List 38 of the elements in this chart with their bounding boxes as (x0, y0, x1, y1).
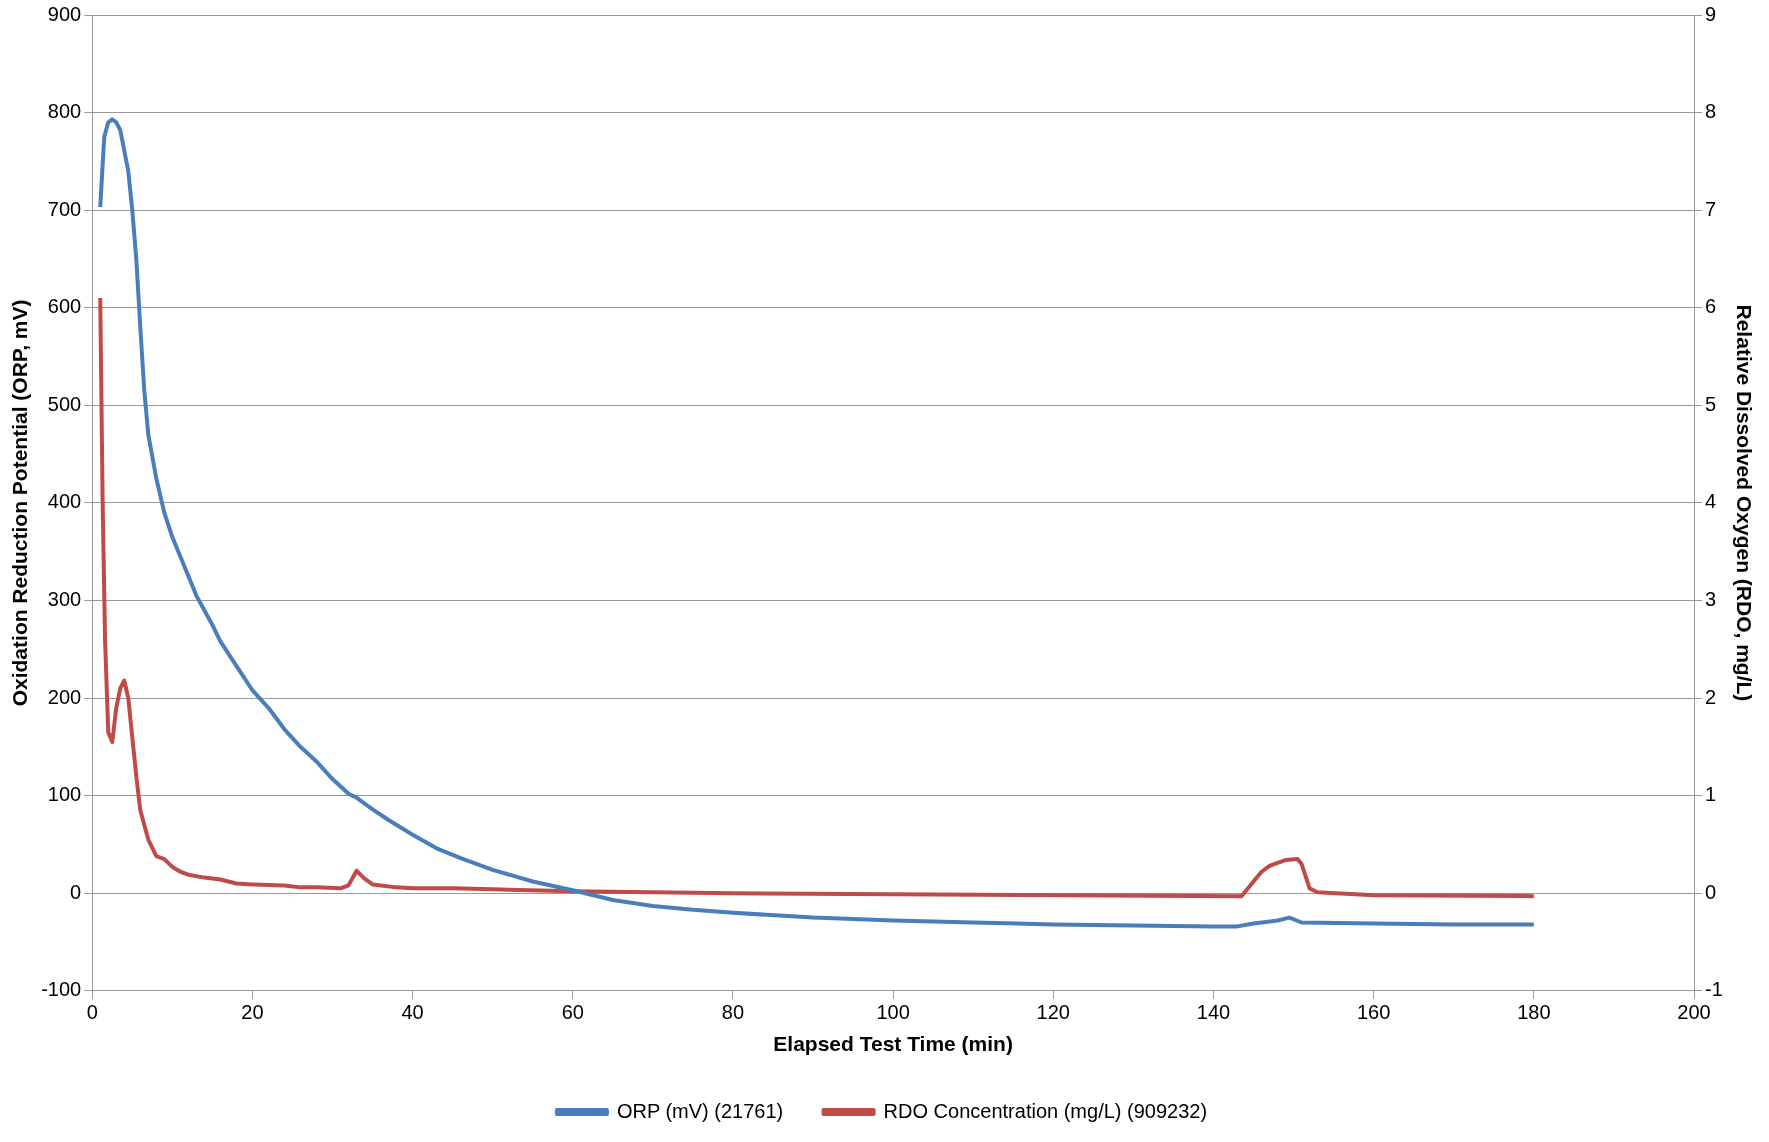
y-tick-label: 600 (47, 295, 82, 318)
y-tick-label: 900 (47, 2, 82, 25)
x-tick-label: 120 (1036, 1001, 1070, 1024)
y2-tick-label: 2 (1705, 685, 1717, 708)
y2-tick-label: 7 (1705, 197, 1717, 220)
y-tick-label: 800 (47, 100, 82, 123)
y2-tick-label: -1 (1705, 978, 1723, 1001)
y2-axis-title: Relative Dissolved Oxygen (RDO, mg/L) (1732, 304, 1756, 702)
y2-tick-label: 6 (1705, 295, 1717, 318)
x-tick-label: 180 (1517, 1001, 1551, 1024)
y-tick-label: 400 (47, 490, 82, 513)
y2-tick-label: 1 (1705, 783, 1717, 806)
x-tick-label: 100 (876, 1001, 910, 1024)
x-tick-label: 80 (721, 1001, 745, 1024)
y-axis-title: Oxidation Reduction Potential (ORP, mV) (8, 299, 32, 707)
y2-tick-label: 9 (1705, 2, 1717, 25)
x-tick-label: 60 (561, 1001, 584, 1024)
x-tick-label: 0 (86, 1001, 98, 1024)
y-tick-label: -100 (41, 978, 82, 1001)
y-tick-label: 100 (47, 783, 82, 806)
y-tick-label: 500 (47, 392, 82, 415)
x-tick-label: 160 (1356, 1001, 1391, 1024)
y2-tick-label: 4 (1705, 490, 1717, 513)
legend-label: RDO Concentration (mg/L) (909232) (883, 1099, 1208, 1122)
y-tick-label: 700 (47, 197, 82, 220)
y-tick-label: 300 (47, 588, 82, 610)
y-tick-label: 0 (70, 880, 82, 903)
x-tick-label: 200 (1677, 1001, 1711, 1024)
x-tick-label: 140 (1196, 1001, 1231, 1024)
y2-tick-label: 8 (1705, 100, 1717, 123)
y2-tick-label: 5 (1705, 392, 1717, 415)
x-tick-label: 20 (241, 1001, 264, 1024)
legend-label: ORP (mV) (21761) (616, 1099, 784, 1122)
y-tick-label: 200 (47, 685, 82, 708)
x-axis-title: Elapsed Test Time (min) (773, 1032, 1013, 1056)
y2-tick-label: 0 (1705, 880, 1717, 903)
y2-tick-label: 3 (1705, 588, 1717, 610)
x-tick-label: 40 (401, 1001, 424, 1024)
